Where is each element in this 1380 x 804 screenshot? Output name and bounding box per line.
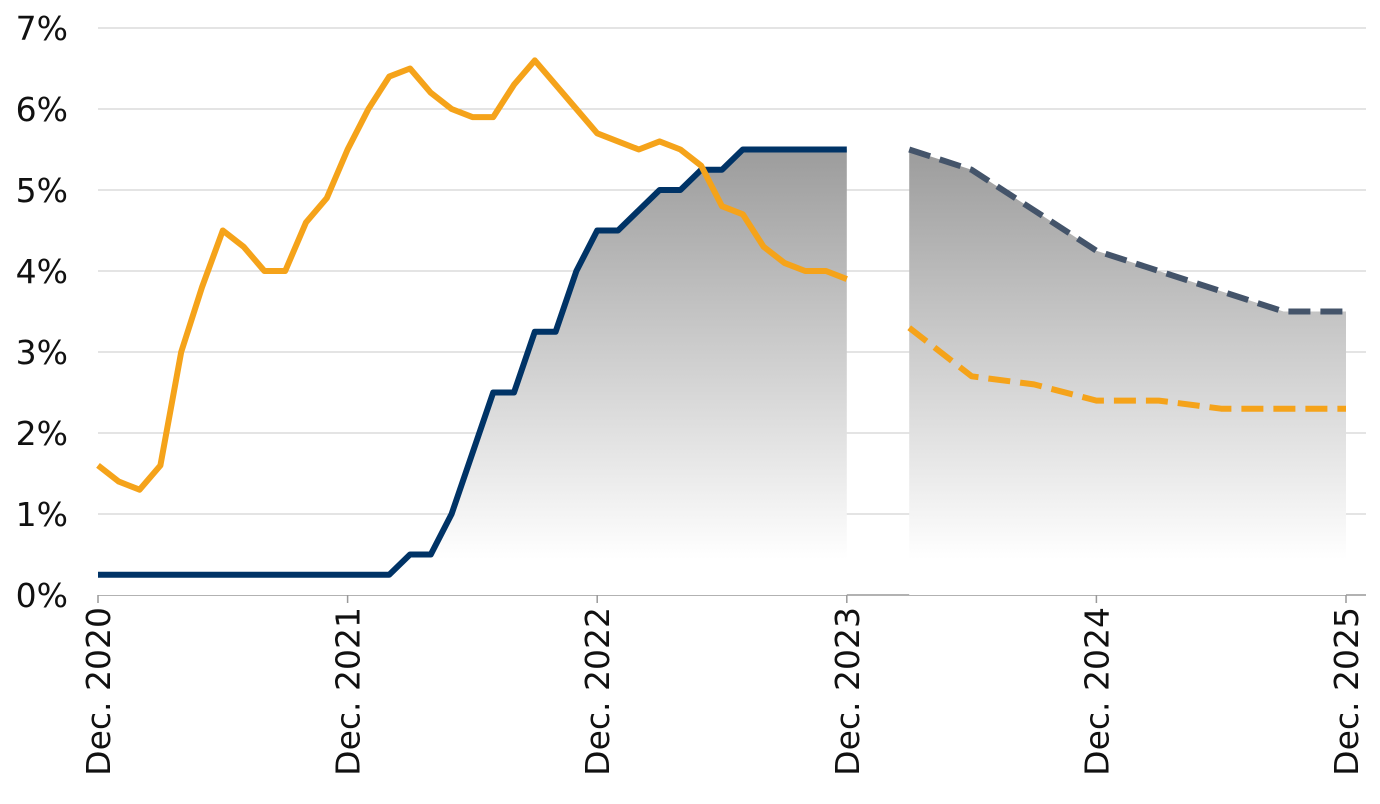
area [98, 149, 847, 595]
y-tick-label: 0% [16, 576, 68, 615]
x-tick-label: Dec. 2021 [329, 607, 368, 776]
x-tick-label: Dec. 2024 [1077, 607, 1116, 776]
line [908, 146, 1346, 315]
line [98, 146, 847, 578]
x-tick-label: Dec. 2022 [578, 607, 617, 776]
y-tick-label: 4% [16, 252, 68, 291]
line [907, 325, 1346, 412]
y-tick-label: 2% [16, 414, 68, 453]
x-tick-label: Dec. 2023 [828, 607, 867, 776]
y-tick-label: 3% [16, 333, 68, 372]
x-tick-label: Dec. 2025 [1327, 607, 1366, 776]
x-tick-label: Dec. 2020 [79, 607, 118, 776]
line [96, 57, 848, 493]
y-tick-label: 7% [16, 9, 68, 48]
y-tick-label: 1% [16, 495, 68, 534]
y-tick-label: 6% [16, 90, 68, 129]
area [909, 149, 1346, 595]
y-tick-label: 5% [16, 171, 68, 210]
